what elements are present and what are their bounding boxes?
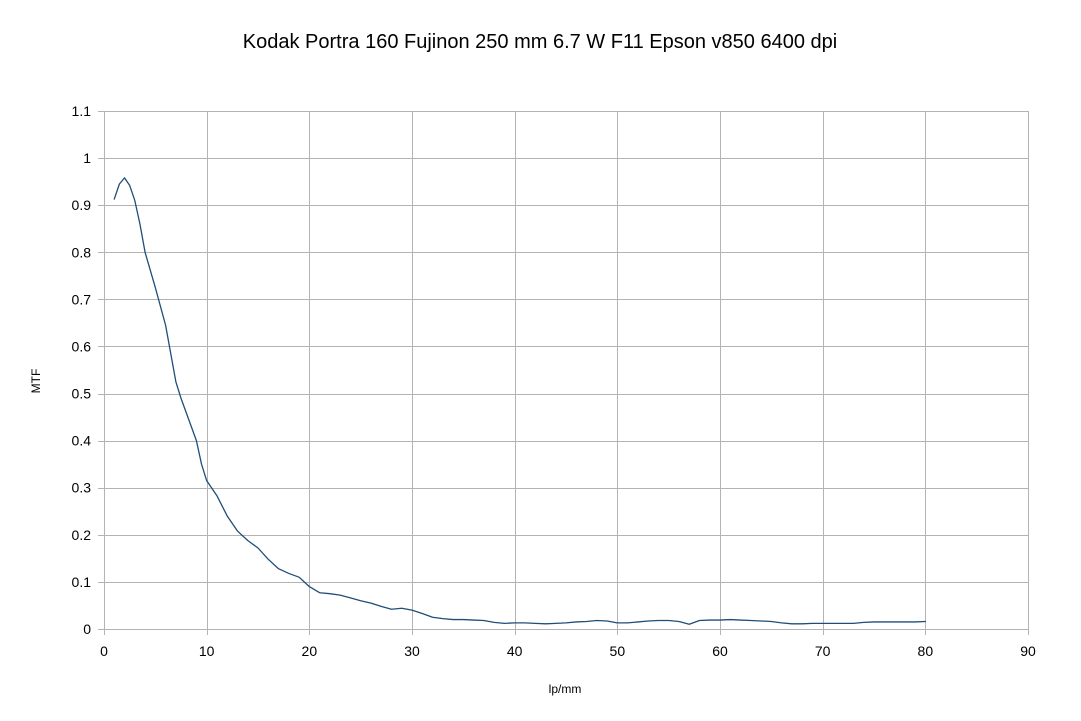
plot-frame: [104, 111, 1029, 630]
y-axis-ticks: 0 0.1 0.2 0.3 0.4 0.5 0.6 0.7 0.8 0.9 1 1.1: [72, 103, 92, 637]
x-tick-label: 70: [815, 643, 831, 659]
plot-area-border: [104, 111, 1029, 630]
x-axis-label: lp/mm: [549, 682, 582, 696]
y-tick-label: 0.2: [72, 527, 92, 543]
y-tick-label: 0.4: [72, 433, 92, 449]
series-points: [114, 178, 925, 624]
x-tick-label: 30: [404, 643, 420, 659]
x-axis-ticks: 0 10 20 30 40 50 60 70 80 90: [100, 643, 1036, 659]
y-tick-label: 1: [83, 150, 91, 166]
y-tick-label: 0.3: [72, 480, 92, 496]
y-tick-label: 1.1: [72, 103, 92, 119]
chart-title: Kodak Portra 160 Fujinon 250 mm 6.7 W F1…: [243, 31, 837, 53]
x-tick-label: 80: [918, 643, 934, 659]
y-tick-label: 0.9: [72, 197, 92, 213]
y-tick-label: 0.7: [72, 291, 92, 307]
x-tick-label: 20: [302, 643, 318, 659]
x-tick-label: 50: [610, 643, 626, 659]
y-tick-label: 0: [83, 621, 91, 637]
x-tick-label: 10: [199, 643, 215, 659]
x-tick-label: 0: [100, 643, 108, 659]
x-tick-label: 40: [507, 643, 523, 659]
y-axis-label: MTF: [29, 369, 43, 394]
y-tick-label: 0.8: [72, 244, 92, 260]
y-tick-label: 0.1: [72, 574, 92, 590]
y-tick-label: 0.6: [72, 338, 92, 354]
series-layer: [113, 177, 926, 625]
series-line: [113, 177, 926, 625]
y-tick-label: 0.5: [72, 386, 92, 402]
x-tick-label: 60: [712, 643, 728, 659]
grid-lines: [98, 111, 1029, 635]
x-tick-label: 90: [1020, 643, 1036, 659]
